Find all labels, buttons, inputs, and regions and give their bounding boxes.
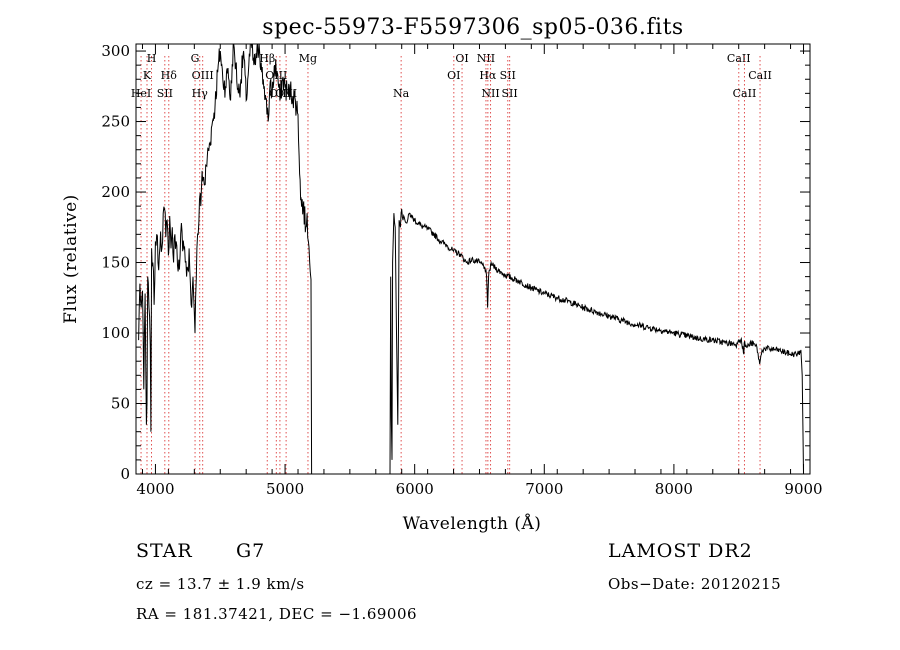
line-marker-label: H xyxy=(147,52,157,65)
sky-coordinates: RA = 181.37421, DEC = −1.69006 xyxy=(136,605,418,623)
line-marker-label: Na xyxy=(393,87,410,100)
x-axis-label: Wavelength (Å) xyxy=(403,513,542,534)
redshift-velocity: cz = 13.7 ± 1.9 km/s xyxy=(136,575,305,593)
y-tick-label: 100 xyxy=(101,324,130,342)
line-marker-label: CaII xyxy=(727,52,751,65)
line-marker-label: Hβ xyxy=(259,52,275,65)
observation-date: Obs−Date: 20120215 xyxy=(608,575,782,593)
line-marker-label: NII xyxy=(477,52,495,65)
line-marker-label: OIII xyxy=(192,69,214,82)
x-tick-label: 4000 xyxy=(136,480,174,498)
line-markers: HKHeIHδSIIGOIIIHγHβOIIIOIIIOIIIMgNaOIOIN… xyxy=(131,52,772,474)
y-tick-label: 0 xyxy=(120,465,130,483)
y-tick-label: 50 xyxy=(111,395,130,413)
line-marker-label: Hδ xyxy=(161,69,178,82)
object-class: STAR xyxy=(136,540,193,562)
survey-name: LAMOST DR2 xyxy=(608,540,753,562)
line-marker-label: G xyxy=(191,52,200,65)
subclass: G7 xyxy=(236,540,266,562)
line-marker-label: CaII xyxy=(748,69,772,82)
x-tick-label: 7000 xyxy=(525,480,563,498)
y-tick-label: 300 xyxy=(101,42,130,60)
line-marker-label: CaII xyxy=(733,87,757,100)
line-marker-label: OI xyxy=(455,52,468,65)
x-tick-label: 5000 xyxy=(266,480,304,498)
line-marker-label: HeI xyxy=(131,87,151,100)
x-tick-label: 8000 xyxy=(655,480,693,498)
y-tick-label: 250 xyxy=(101,113,130,131)
line-marker-label: OI xyxy=(447,69,460,82)
line-marker-label: Hα xyxy=(479,69,497,82)
axes: 4000 5000 6000 7000 8000 9000 0 50 100 150 200 250 3… xyxy=(101,42,822,498)
y-tick-label: 150 xyxy=(101,254,130,272)
y-axis-label: Flux (relative) xyxy=(61,194,81,324)
line-marker-label: Hγ xyxy=(192,87,209,100)
y-tick-label: 200 xyxy=(101,183,130,201)
line-marker-label: K xyxy=(143,69,152,82)
plot-frame xyxy=(135,43,811,475)
line-marker-label: SII xyxy=(500,69,516,82)
x-tick-label: 9000 xyxy=(784,480,822,498)
x-tick-label: 6000 xyxy=(396,480,434,498)
line-marker-label: NII xyxy=(481,87,499,100)
chart-title: spec-55973-F5597306_sp05-036.fits xyxy=(262,15,683,40)
line-marker-label: Mg xyxy=(299,52,317,65)
line-marker-label: SII xyxy=(502,87,518,100)
spectrum-line xyxy=(138,43,804,475)
line-marker-label: SII xyxy=(157,87,173,100)
